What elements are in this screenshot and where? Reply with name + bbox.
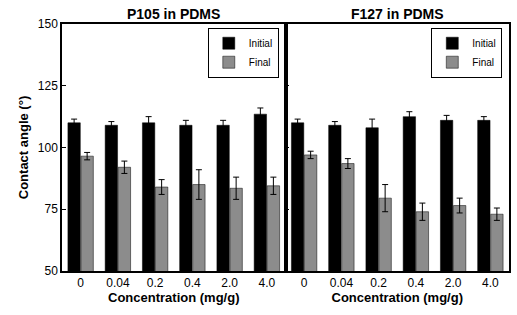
svg-text:F127 in PDMS: F127 in PDMS: [351, 6, 444, 22]
svg-text:P105 in PDMS: P105 in PDMS: [127, 6, 220, 22]
svg-text:0.04: 0.04: [106, 276, 130, 290]
svg-text:4.0: 4.0: [482, 276, 499, 290]
svg-text:0.4: 0.4: [408, 276, 425, 290]
svg-text:0.2: 0.2: [370, 276, 387, 290]
svg-text:150: 150: [38, 17, 58, 31]
svg-text:Initial: Initial: [249, 38, 272, 49]
svg-text:2.0: 2.0: [221, 276, 238, 290]
svg-text:0.04: 0.04: [330, 276, 354, 290]
svg-text:2.0: 2.0: [445, 276, 462, 290]
svg-text:0.2: 0.2: [147, 276, 164, 290]
svg-text:50: 50: [44, 264, 58, 278]
svg-text:0: 0: [301, 276, 308, 290]
svg-text:4.0: 4.0: [259, 276, 276, 290]
svg-text:75: 75: [44, 202, 58, 216]
svg-text:Concentration (mg/g): Concentration (mg/g): [108, 290, 239, 305]
svg-text:Concentration (mg/g): Concentration (mg/g): [332, 290, 463, 305]
svg-text:0.4: 0.4: [184, 276, 201, 290]
svg-text:Final: Final: [249, 57, 271, 68]
svg-text:Initial: Initial: [472, 38, 495, 49]
svg-text:Final: Final: [472, 57, 494, 68]
svg-text:125: 125: [38, 79, 58, 93]
svg-text:Contact angle (°): Contact angle (°): [16, 96, 31, 199]
svg-text:100: 100: [38, 141, 58, 155]
svg-text:0: 0: [77, 276, 84, 290]
